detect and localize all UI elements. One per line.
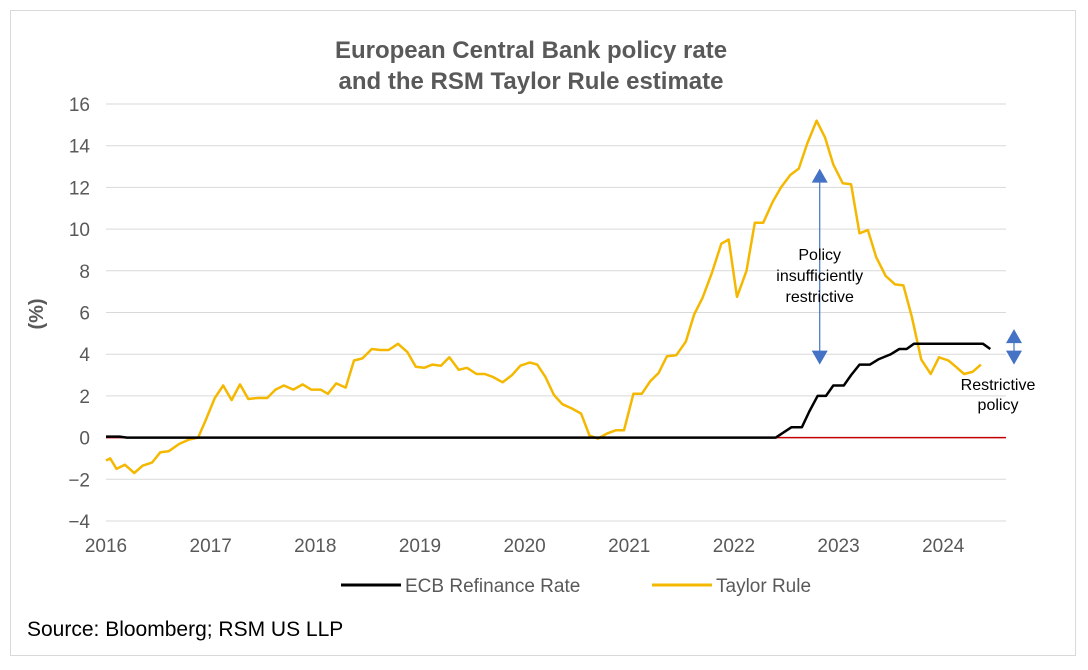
series-line-taylor-rule [105, 119, 982, 475]
x-tick-label-2020: 2020 [503, 536, 545, 557]
series-lines [105, 119, 992, 475]
annotations: Policy insufficiently restrictive Restricti… [776, 168, 1036, 414]
y-tick-label-0: 0 [79, 429, 90, 450]
legend-label-taylor: Taylor Rule [716, 576, 811, 597]
y-axis-label: (%) [26, 298, 48, 329]
line-chart: European Central Bank policy rate and th… [26, 37, 1036, 641]
x-tick-label-2017: 2017 [190, 536, 232, 557]
y-tick-labels: −4 −2 0 2 4 6 8 10 12 14 16 [68, 95, 90, 533]
chart-title: European Central Bank policy rate and th… [335, 37, 727, 95]
arrow-restrictive-policy-head-up [1006, 329, 1022, 344]
x-tick-label-2016: 2016 [85, 536, 127, 557]
y-tick-label--2: −2 [68, 470, 90, 491]
x-tick-label-2019: 2019 [399, 536, 441, 557]
annotation-insufficiently-restrictive-line-3: restrictive [785, 289, 854, 306]
y-tick-label--4: −4 [68, 512, 90, 533]
legend-label-ecb: ECB Refinance Rate [405, 576, 580, 597]
annotation-restrictive-policy-line-1: Restrictive [961, 377, 1036, 394]
annotation-insufficiently-restrictive-line-2: insufficiently [776, 268, 863, 285]
gridlines [106, 103, 1006, 522]
legend: ECB Refinance Rate Taylor Rule [341, 576, 811, 597]
chart-title-line-1: European Central Bank policy rate [335, 37, 727, 64]
x-tick-label-2024: 2024 [922, 536, 965, 557]
annotation-restrictive-policy-line-2: policy [978, 397, 1019, 414]
y-tick-label-4: 4 [79, 345, 90, 366]
x-tick-labels: 2016 2017 2018 2019 2020 2021 2022 2023 2024 [85, 536, 965, 557]
source-note: Source: Bloomberg; RSM US LLP [27, 618, 343, 641]
x-tick-label-2021: 2021 [608, 536, 650, 557]
y-tick-label-6: 6 [79, 304, 90, 325]
y-tick-label-10: 10 [69, 220, 90, 241]
series-line-ecb-refinance-rate [106, 342, 992, 439]
x-tick-label-2023: 2023 [817, 536, 859, 557]
y-tick-label-14: 14 [69, 137, 91, 158]
y-tick-label-12: 12 [69, 178, 90, 199]
arrow-insufficiently-restrictive-head-up [811, 168, 828, 183]
x-tick-label-2018: 2018 [294, 536, 336, 557]
y-tick-label-8: 8 [79, 262, 90, 283]
x-tick-label-2022: 2022 [713, 536, 755, 557]
arrow-insufficiently-restrictive-head-down [811, 350, 828, 365]
y-tick-label-16: 16 [69, 95, 90, 116]
chart-frame: European Central Bank policy rate and th… [10, 10, 1076, 656]
chart-title-line-2: and the RSM Taylor Rule estimate [339, 68, 724, 95]
y-tick-label-2: 2 [79, 387, 90, 408]
arrow-restrictive-policy-head-down [1006, 350, 1022, 365]
annotation-insufficiently-restrictive-line-1: Policy [798, 247, 841, 264]
